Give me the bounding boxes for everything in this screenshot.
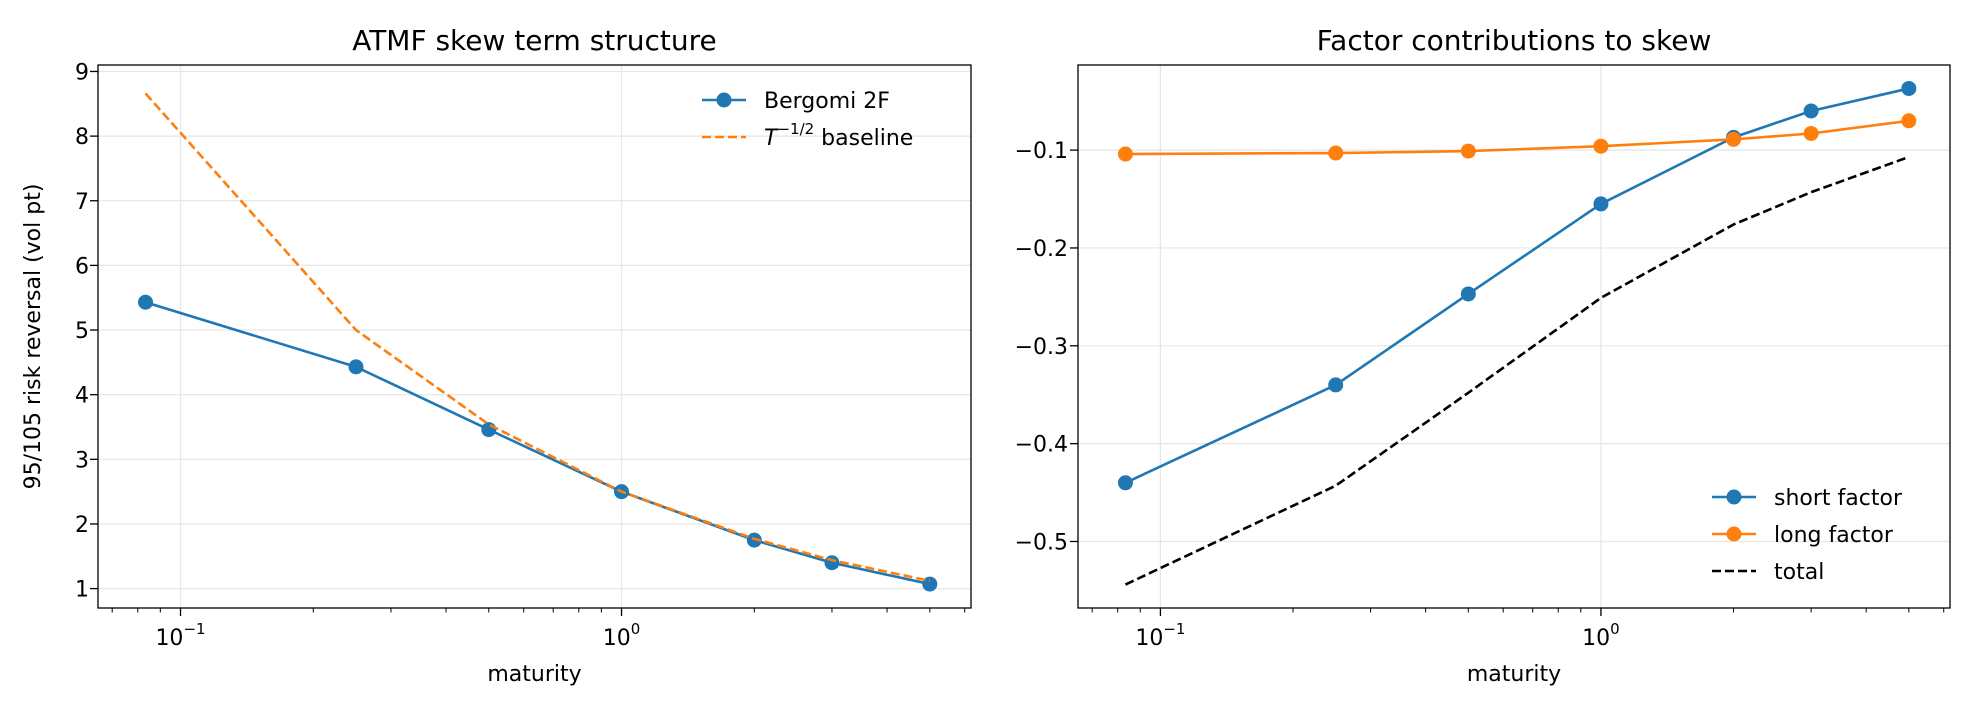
series-line <box>1124 87 1910 484</box>
data-point <box>1901 80 1917 96</box>
series-line <box>1125 119 1910 156</box>
data-point <box>922 576 938 592</box>
series-bergomi-2f <box>138 294 938 592</box>
data-point <box>1803 103 1819 119</box>
data-point <box>1117 475 1133 491</box>
y-tick-label: 1 <box>75 578 89 603</box>
y-tick-label: 6 <box>75 254 89 279</box>
chart-panel-2: 10−1 100 −0.5 −0.4 −0.3 −0.2 −0.1 Factor contri… <box>1015 24 1951 687</box>
x-tick-label: 100 <box>1582 620 1620 651</box>
y-tick-label: 7 <box>75 190 89 215</box>
legend-marker <box>716 92 732 108</box>
data-point <box>481 422 497 438</box>
data-point <box>348 359 364 375</box>
legend-label: T−1/2 baseline <box>764 120 913 151</box>
y-tick-label: 5 <box>75 319 89 344</box>
x-axis-label: maturity <box>1467 662 1561 687</box>
y-tick-label: 9 <box>75 60 89 85</box>
y-tick-label: 2 <box>75 513 89 538</box>
series-long-factor <box>1117 113 1917 162</box>
data-point <box>1328 377 1344 393</box>
y-axis-label: 95/105 risk reversal (vol pt) <box>21 184 46 490</box>
legend-marker <box>1726 526 1742 542</box>
x-tick-label: 10−1 <box>1135 620 1185 651</box>
series-line <box>1124 155 1910 586</box>
legend: Bergomi 2F T−1/2 baseline <box>702 89 913 151</box>
legend-marker <box>1726 489 1742 505</box>
data-point <box>1803 125 1819 141</box>
legend: short factor long factor total <box>1712 486 1903 585</box>
y-tick-label: −0.4 <box>1015 433 1068 458</box>
series-line <box>144 92 931 583</box>
chart-title: Factor contributions to skew <box>1317 24 1712 57</box>
legend-label: short factor <box>1774 486 1903 511</box>
axes-frame <box>97 64 972 609</box>
legend-label: Bergomi 2F <box>764 89 890 114</box>
data-point <box>824 555 840 571</box>
data-point <box>1726 131 1742 147</box>
y-tick-label: 3 <box>75 448 89 473</box>
grid <box>98 65 971 608</box>
chart-title: ATMF skew term structure <box>352 24 717 57</box>
x-tick-label: 10−1 <box>155 620 205 651</box>
series-total <box>1124 155 1910 586</box>
series-baseline <box>144 92 931 583</box>
x-tick-label: 100 <box>603 620 641 651</box>
series-short-factor <box>1117 80 1917 491</box>
y-tick-label: −0.5 <box>1015 530 1068 555</box>
data-point <box>1460 286 1476 302</box>
legend-label: total <box>1774 560 1824 585</box>
data-point <box>1593 138 1609 154</box>
chart-panel-1: 10−1 100 1 2 3 4 5 6 7 8 9 ATMF skew term structure… <box>21 24 972 687</box>
data-point <box>138 294 154 310</box>
y-tick-label: 4 <box>75 384 89 409</box>
y-tick-label: −0.1 <box>1015 139 1068 164</box>
y-tick-label: 8 <box>75 125 89 150</box>
x-axis-label: maturity <box>487 662 581 687</box>
data-point <box>1460 143 1476 159</box>
y-tick-label: −0.2 <box>1015 237 1068 262</box>
y-tick-label: −0.3 <box>1015 335 1068 360</box>
data-point <box>1117 146 1133 162</box>
data-point <box>1328 145 1344 161</box>
data-point <box>1593 196 1609 212</box>
series-line <box>145 300 931 586</box>
axes-frame <box>1077 64 1951 609</box>
data-point <box>1901 113 1917 129</box>
legend-label: long factor <box>1774 523 1894 548</box>
